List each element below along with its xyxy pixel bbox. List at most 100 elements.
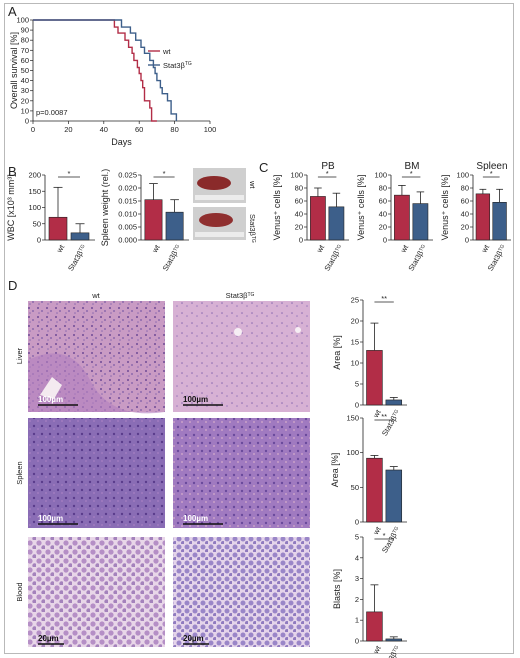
spleenvenus-y-tick-label: 20 — [461, 223, 469, 232]
scale-bars: 100µm 100µm 100µm 100µm 20µm 20µm — [38, 395, 223, 645]
survival-x-tick-label: 80 — [170, 125, 178, 134]
wbc-category-label-tg: Stat3βTG — [66, 243, 88, 273]
spleen-organ-wt — [197, 176, 231, 190]
survival-y-tick-label: 70 — [21, 46, 29, 55]
spleenweight-y-tick-label: 0.010 — [118, 210, 137, 219]
survival-y-tick-label: 10 — [21, 106, 29, 115]
bm-title: BM — [405, 161, 420, 172]
spleenweight-category-label-tg: Stat3βTG — [161, 243, 183, 273]
bm-y-tick-label: 100 — [374, 171, 387, 180]
liver-wt-vessel — [40, 377, 62, 399]
spleenvenus-y-label: Venus⁺ cells [%] — [440, 175, 450, 241]
bm-y-tick-label: 60 — [379, 197, 387, 206]
wbc-bar-tg — [70, 232, 90, 241]
spleenarea-y-tick-label: 0 — [355, 518, 359, 527]
blasts-y-tick-label: 3 — [355, 574, 359, 583]
pb-y-tick-label: 80 — [295, 184, 303, 193]
figure-frame — [4, 3, 514, 654]
blood-wt-image — [28, 537, 165, 647]
survival-line-wt — [33, 19, 157, 122]
blasts-category-label-wt: wt — [371, 643, 384, 656]
survival-y-tick-label: 80 — [21, 36, 29, 45]
spleen-tg-image — [173, 418, 310, 528]
blasts-y-tick-label: 0 — [355, 637, 359, 646]
spleenarea-y-tick-label: 50 — [351, 483, 359, 492]
ruler-wt — [195, 195, 244, 200]
photo-label-tg: Stat3βTG — [248, 214, 257, 243]
spleenweight-y-tick-label: 0.005 — [118, 223, 137, 232]
spleenweight-y-tick-label: 0.000 — [118, 236, 137, 245]
liverarea-y-tick-label: 10 — [351, 359, 359, 368]
wbc-category-label-wt: wt — [54, 242, 67, 255]
spleenvenus-title: Spleen — [476, 161, 507, 172]
blasts-y-tick-label: 4 — [355, 553, 359, 562]
legend-label-tg: Stat3βTG — [163, 61, 192, 70]
survival-y-tick-label: 100 — [16, 16, 29, 25]
liverarea-y-tick-label: 0 — [355, 401, 359, 410]
spleenvenus-category-label-wt: wt — [479, 242, 492, 255]
panel-letter-a: A — [8, 4, 17, 19]
wbc-y-tick-label: 0 — [37, 236, 41, 245]
pb-title: PB — [321, 161, 335, 172]
spleenarea-y-tick-label: 100 — [346, 448, 359, 457]
survival-y-tick-label: 40 — [21, 76, 29, 85]
liver-tg-vessel — [234, 328, 242, 336]
spleenweight-sig-label: * — [163, 169, 166, 178]
liverarea-y-tick-label: 5 — [355, 380, 359, 389]
wbc-y-tick-label: 150 — [28, 187, 41, 196]
bm-y-label: Venus⁺ cells [%] — [356, 175, 366, 241]
chart-spleenweight: 0.000 0.005 0.010 0.015 0.020 0.025 wtStat3βTG… — [100, 169, 189, 273]
survival-y-tick-label: 20 — [21, 96, 29, 105]
bm-y-tick-label: 20 — [379, 223, 387, 232]
survival-y-tick-label: 30 — [21, 86, 29, 95]
pb-y-tick-label: 40 — [295, 210, 303, 219]
panel-letter-b: B — [8, 164, 17, 179]
row-label-spleen: Spleen — [15, 461, 24, 484]
survival-pvalue: p=0.0087 — [36, 108, 68, 117]
spleenweight-y-label: Spleen weight (rel.) — [100, 169, 110, 247]
wbc-y-tick-label: 50 — [33, 219, 41, 228]
survival-x-tick-label: 0 — [31, 125, 35, 134]
spleenweight-bar-wt — [144, 199, 163, 241]
pb-category-label-wt: wt — [314, 242, 327, 255]
bm-sig-label: * — [410, 169, 413, 178]
survival-x-tick-label: 100 — [204, 125, 217, 134]
scale-liver-wt: 100µm — [38, 395, 63, 404]
blasts-y-tick-label: 1 — [355, 616, 359, 625]
spleenvenus-sig-label: * — [490, 169, 493, 178]
spleenweight-y-tick-label: 0.025 — [118, 171, 137, 180]
bm-y-tick-label: 80 — [379, 184, 387, 193]
spleenweight-y-tick-label: 0.015 — [118, 197, 137, 206]
liverarea-bar-tg — [385, 399, 403, 406]
liverarea-y-tick-label: 25 — [351, 296, 359, 305]
survival-y-tick-label: 50 — [21, 66, 29, 75]
liverarea-sig-label: ** — [381, 294, 387, 303]
liver-tg-vessel-2 — [295, 327, 301, 333]
liverarea-y-tick-label: 20 — [351, 317, 359, 326]
histology-col-wt: wt — [91, 291, 100, 300]
row-label-liver: Liver — [15, 347, 24, 364]
blasts-y-tick-label: 5 — [355, 533, 359, 542]
survival-x-label: Days — [111, 137, 132, 147]
spleenvenus-y-tick-label: 0 — [465, 236, 469, 245]
histology-col-tg: Stat3βTG — [226, 291, 255, 300]
liverarea-y-label: Area [%] — [332, 335, 342, 370]
pb-bar-tg — [328, 206, 345, 241]
liverarea-y-tick-label: 15 — [351, 338, 359, 347]
spleenarea-bar-wt — [366, 457, 383, 523]
pb-y-tick-label: 60 — [295, 197, 303, 206]
blasts-bar-wt — [366, 611, 383, 642]
spleen-wt-image — [28, 418, 165, 528]
survival-y-label: Overall survival [%] — [9, 32, 19, 109]
liver-wt-infiltrate — [28, 353, 165, 414]
pb-y-label: Venus⁺ cells [%] — [272, 175, 282, 241]
bm-category-label-wt: wt — [398, 242, 411, 255]
pb-sig-label: * — [326, 169, 329, 178]
legend-label-wt: wt — [162, 47, 171, 56]
